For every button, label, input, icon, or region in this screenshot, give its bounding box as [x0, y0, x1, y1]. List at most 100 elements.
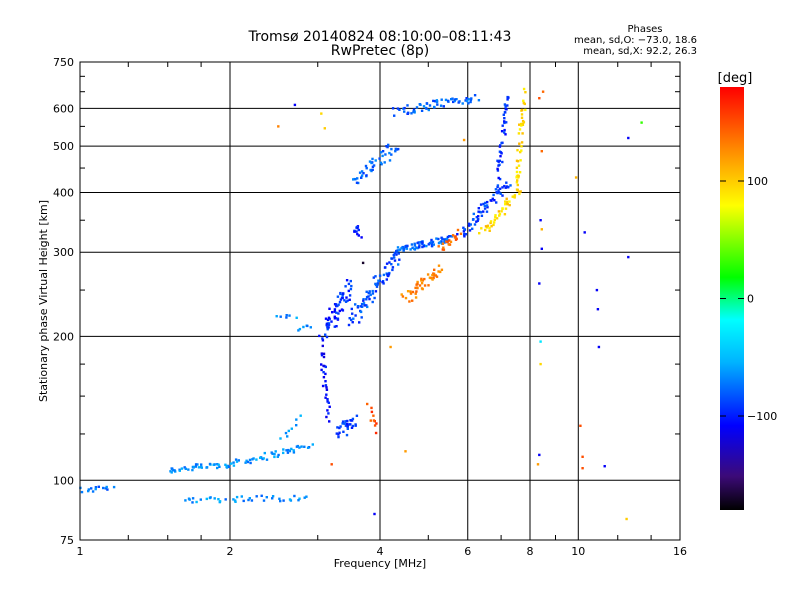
- echo-point: [508, 203, 511, 207]
- echo-point: [414, 286, 417, 290]
- echo-point: [105, 485, 108, 489]
- echo-point: [420, 279, 423, 282]
- echo-point: [338, 426, 341, 430]
- echo-point: [330, 320, 333, 323]
- echo-point: [387, 274, 390, 277]
- echo-point: [581, 467, 584, 470]
- echo-point: [91, 490, 95, 493]
- colorbar-ticks: 100 0 −100: [720, 175, 777, 423]
- echo-point: [194, 465, 198, 468]
- echo-point: [469, 223, 472, 226]
- echo-point: [405, 245, 408, 248]
- y-tick-label: 750: [53, 56, 74, 69]
- echo-point: [447, 243, 450, 246]
- echo-point: [497, 160, 500, 163]
- echo-point: [501, 124, 504, 127]
- echo-point: [420, 282, 424, 285]
- echo-point: [453, 99, 456, 103]
- echo-point: [362, 298, 365, 301]
- echo-point: [423, 284, 427, 287]
- echo-point: [506, 203, 509, 206]
- echo-point: [178, 469, 181, 472]
- echo-point: [262, 499, 266, 502]
- echo-point: [366, 305, 369, 309]
- echo-point: [322, 352, 326, 355]
- echo-point: [468, 224, 471, 227]
- echo-point: [370, 406, 373, 410]
- echo-point: [505, 197, 508, 200]
- echo-point: [450, 98, 453, 101]
- echo-point: [276, 455, 279, 458]
- echo-point: [324, 317, 328, 320]
- echo-point: [320, 352, 323, 355]
- echo-point: [420, 277, 423, 281]
- echo-point: [377, 279, 380, 282]
- echo-point: [411, 246, 414, 249]
- y-tick-label: 300: [53, 246, 74, 259]
- echo-point: [288, 449, 292, 453]
- echo-point: [324, 384, 328, 387]
- echo-point: [197, 466, 201, 469]
- echo-point: [471, 227, 474, 230]
- echo-point: [173, 469, 176, 472]
- echo-point: [516, 183, 519, 187]
- echo-point: [428, 104, 432, 107]
- echo-point: [579, 424, 582, 427]
- echo-point: [320, 363, 323, 366]
- echo-point: [336, 295, 340, 298]
- echo-point: [216, 466, 219, 470]
- echo-point: [323, 127, 326, 130]
- echo-point: [298, 497, 301, 500]
- echo-point: [496, 167, 499, 171]
- echo-point: [311, 443, 314, 446]
- echo-point: [348, 317, 351, 320]
- echo-point: [368, 290, 371, 293]
- echo-point: [346, 425, 349, 429]
- echo-point: [493, 221, 496, 224]
- echo-point: [456, 233, 459, 236]
- echo-point: [432, 276, 435, 280]
- echo-point: [391, 107, 395, 110]
- echo-point: [506, 104, 509, 107]
- echo-point: [507, 96, 510, 99]
- echo-point: [376, 283, 379, 286]
- echo-point: [515, 181, 519, 184]
- echo-point: [404, 296, 408, 300]
- echo-point: [413, 242, 416, 245]
- echo-point: [336, 304, 339, 308]
- echo-point: [180, 467, 184, 470]
- echo-point: [494, 188, 498, 191]
- echo-point: [448, 235, 451, 238]
- echo-point: [275, 315, 278, 318]
- echo-point: [365, 298, 368, 301]
- echo-point: [390, 153, 393, 156]
- echo-point: [335, 432, 338, 435]
- echo-point: [350, 426, 354, 429]
- echo-point: [469, 98, 473, 101]
- echo-point: [320, 354, 324, 357]
- echo-point: [345, 296, 348, 299]
- echo-point: [262, 457, 265, 460]
- echo-point: [503, 213, 507, 216]
- echo-point: [324, 365, 327, 369]
- echo-point: [194, 463, 198, 466]
- echo-point: [346, 422, 349, 426]
- echo-point: [374, 159, 377, 162]
- echo-point: [385, 145, 388, 148]
- echo-point: [393, 259, 397, 262]
- echo-point: [337, 433, 340, 436]
- echo-point: [477, 215, 480, 218]
- echo-point: [341, 309, 345, 312]
- echo-point: [522, 87, 526, 91]
- echo-point: [324, 372, 327, 376]
- y-tick-label: 600: [53, 102, 74, 115]
- echo-point: [440, 98, 443, 101]
- echo-point: [318, 334, 321, 338]
- echo-point: [401, 245, 404, 249]
- echo-point: [486, 206, 489, 209]
- echo-point: [499, 144, 502, 147]
- echo-point: [374, 290, 378, 293]
- echo-point: [184, 467, 187, 470]
- echo-point: [333, 315, 336, 318]
- echo-point: [519, 159, 522, 162]
